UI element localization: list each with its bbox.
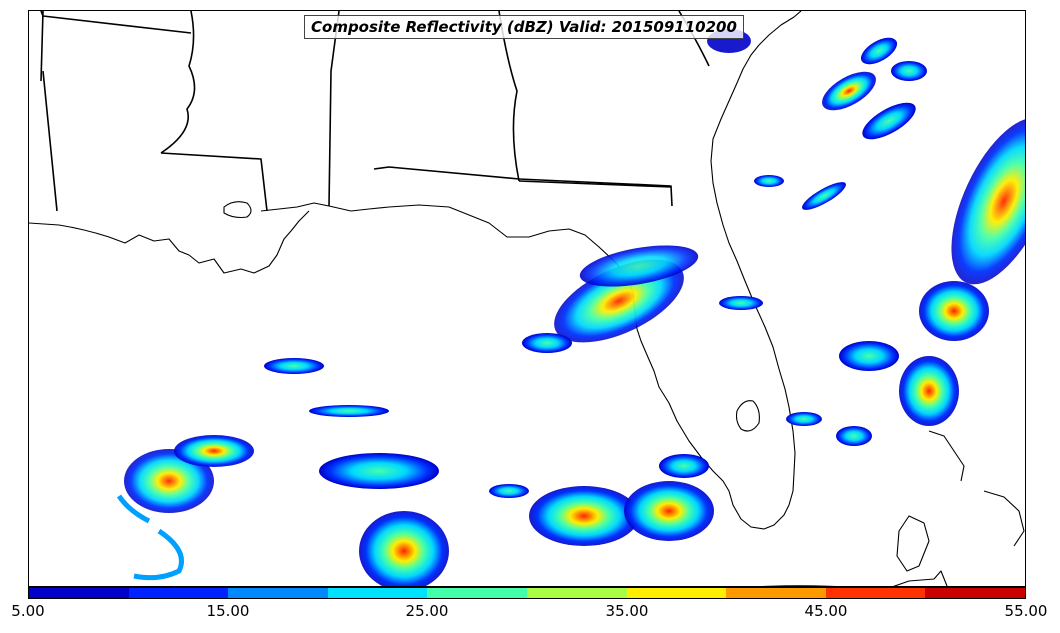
- coast-bahamas-andros: [896, 515, 930, 572]
- coast-cuba: [893, 570, 948, 586]
- coastlines: [29, 11, 1025, 586]
- echo-cell: [359, 511, 449, 586]
- radar-echoes: [116, 29, 1025, 586]
- echo-cell: [124, 449, 214, 513]
- echo-cell: [489, 484, 529, 498]
- echo-cell: [174, 435, 254, 467]
- colorbar-segment: [726, 588, 826, 598]
- echo-cell: [899, 356, 959, 426]
- colorbar-segment: [29, 588, 129, 598]
- echo-cell: [754, 175, 784, 187]
- border-alabama-florida: [373, 166, 673, 207]
- echo-cell: [860, 37, 898, 65]
- colorbar-segment: [228, 588, 328, 598]
- colorbar-segment: [128, 588, 229, 598]
- echo-cell: [862, 102, 916, 140]
- coast-florida-panhandle: [368, 44, 796, 530]
- lake-okeechobee: [735, 400, 760, 432]
- echo-spiral: [116, 494, 184, 581]
- colorbar-segment: [825, 588, 926, 598]
- echo-cell: [786, 412, 822, 426]
- echo-cell: [762, 585, 836, 586]
- colorbar-tick-label: 25.00: [405, 602, 449, 620]
- border-georgia-florida: [518, 180, 672, 188]
- echo-cell: [659, 454, 709, 478]
- echo-cell: [836, 426, 872, 446]
- basemap: [29, 11, 1025, 586]
- border-alabama-georgia: [498, 11, 520, 182]
- echo-cell: [309, 405, 389, 417]
- echo-cell: [891, 61, 927, 81]
- colorbar-tick-label: 5.00: [11, 602, 45, 620]
- colorbar-tick-label: 45.00: [804, 602, 848, 620]
- echo-cell: [624, 481, 714, 541]
- colorbar-segment: [925, 588, 1025, 598]
- echo-cell: [919, 281, 989, 341]
- colorbar-tick-label: 55.00: [1004, 602, 1048, 620]
- coast-bahamas-abaco: [983, 490, 1025, 547]
- coast-bahamas-eleuthera: [928, 430, 965, 482]
- echo-cell: [839, 341, 899, 371]
- border-mississippi-alabama: [328, 11, 340, 207]
- echo-cell: [264, 358, 324, 374]
- border-arkansas-louisiana: [40, 11, 44, 82]
- map-title: Composite Reflectivity (dBZ) Valid: 2015…: [304, 15, 744, 39]
- echo-cell: [719, 296, 763, 310]
- colorbar-tick-label: 15.00: [206, 602, 250, 620]
- echo-cell: [319, 453, 439, 489]
- coast-georgia-carolina: [758, 11, 802, 46]
- coast-louisiana: [29, 210, 310, 274]
- echo-cell: [951, 117, 1025, 285]
- colorbar-segment: [526, 588, 627, 598]
- colorbar-segment: [626, 588, 727, 598]
- echo-cell: [802, 182, 846, 210]
- echo-cell: [529, 486, 639, 546]
- echo-cell: [522, 333, 572, 353]
- colorbar-tick-label: 35.00: [605, 602, 649, 620]
- echo-cell: [822, 71, 876, 111]
- border-mississippi-river: [160, 11, 196, 154]
- lake-pontchartrain: [223, 201, 252, 219]
- border-la-ar-upper: [42, 70, 58, 212]
- colorbar-segment: [327, 588, 428, 598]
- border-louisiana-mississippi: [40, 11, 192, 34]
- coast-mississippi-alabama: [260, 202, 370, 212]
- echo-cell: [579, 245, 699, 287]
- state-borders: [40, 11, 710, 212]
- border-ms-pearl: [160, 152, 268, 212]
- colorbar: [28, 587, 1026, 599]
- radar-map: [28, 10, 1026, 587]
- colorbar-segment: [427, 588, 527, 598]
